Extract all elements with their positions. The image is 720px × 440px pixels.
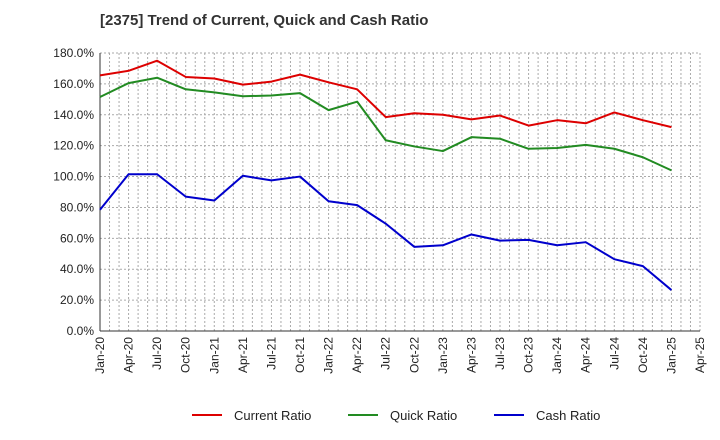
- x-tick-label: Apr-24: [579, 337, 593, 373]
- x-tick-label: Jul-24: [607, 337, 621, 370]
- x-tick-label: Apr-20: [122, 337, 136, 373]
- legend-label: Cash Ratio: [536, 408, 600, 423]
- x-tick-label: Jan-24: [550, 337, 564, 374]
- series-line-quick-ratio: [99, 76, 672, 172]
- x-tick-label: Apr-23: [464, 337, 478, 373]
- x-tick-label: Jan-23: [436, 337, 450, 374]
- x-tick-label: Oct-21: [293, 337, 307, 373]
- legend-label: Quick Ratio: [390, 408, 457, 423]
- y-tick-label: 0.0%: [67, 324, 95, 338]
- x-tick-label: Apr-25: [693, 337, 707, 373]
- y-tick-label: 80.0%: [60, 200, 94, 214]
- x-tick-label: Jul-21: [264, 337, 278, 370]
- series-line-current-ratio: [99, 59, 672, 129]
- x-tick-label: Apr-22: [350, 337, 364, 373]
- chart-title: [2375] Trend of Current, Quick and Cash …: [100, 12, 428, 29]
- x-tick-label: Apr-21: [236, 337, 250, 373]
- legend-label: Current Ratio: [234, 408, 311, 423]
- axis-layer: 0.0% 20.0% 40.0% 60.0% 80.0% 100.0% 120.0% 140.…: [53, 46, 707, 374]
- x-tick-label: Oct-22: [407, 337, 421, 373]
- x-tick-label: Jul-20: [150, 337, 164, 370]
- y-tick-label: 120.0%: [53, 139, 94, 153]
- x-tick-label: Jan-22: [322, 337, 336, 374]
- y-tick-label: 100.0%: [53, 170, 94, 184]
- y-tick-label: 180.0%: [53, 46, 94, 60]
- x-tick-label: Jul-22: [379, 337, 393, 370]
- y-tick-label: 20.0%: [60, 293, 94, 307]
- y-tick-label: 40.0%: [60, 262, 94, 276]
- y-tick-label: 160.0%: [53, 77, 94, 91]
- y-tick-label: 140.0%: [53, 108, 94, 122]
- y-tick-label: 60.0%: [60, 231, 94, 245]
- x-tick-label: Jan-25: [664, 337, 678, 374]
- grid-layer: [100, 52, 701, 331]
- x-tick-label: Jan-21: [207, 337, 221, 374]
- legend: Current Ratio Quick Ratio Cash Ratio: [192, 408, 600, 423]
- series-line-cash-ratio: [99, 173, 673, 291]
- x-tick-label: Jul-23: [493, 337, 507, 370]
- x-tick-label: Oct-20: [179, 337, 193, 373]
- x-tick-label: Jan-20: [93, 337, 107, 374]
- series-layer: [99, 59, 673, 291]
- x-tick-label: Oct-24: [636, 337, 650, 373]
- x-tick-label: Oct-23: [522, 337, 536, 373]
